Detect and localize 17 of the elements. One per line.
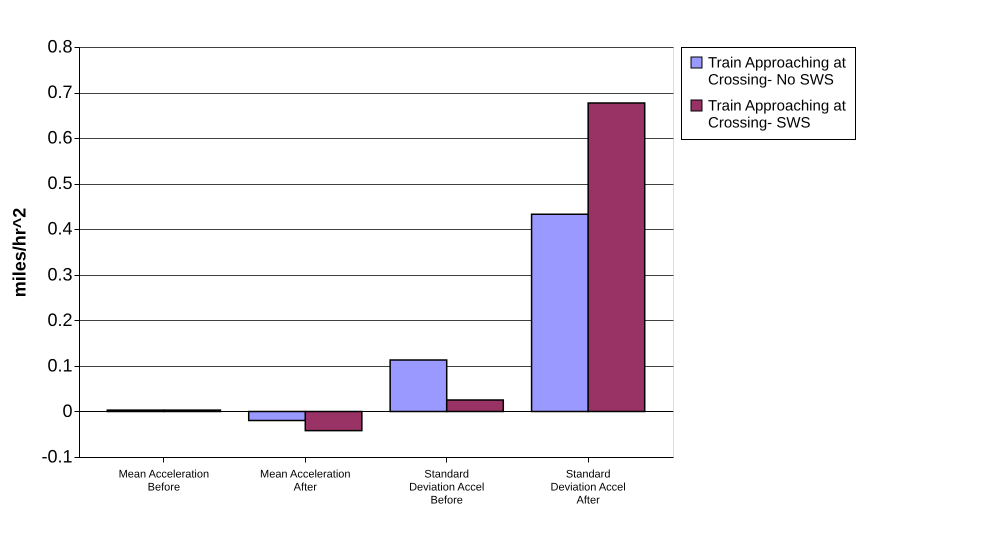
y-tick-label: 0.4 xyxy=(47,218,72,239)
y-tick-label: 0.7 xyxy=(47,82,72,102)
x-tick-label: Mean Acceleration After xyxy=(260,468,351,494)
x-tick-label: Standard Deviation Accel After xyxy=(550,468,626,506)
y-tick-label: 0 xyxy=(62,400,72,421)
y-axis-title: miles/hr^2 xyxy=(9,208,30,298)
y-tick-label: 0.5 xyxy=(47,173,72,194)
y-tick-label: -0.1 xyxy=(41,446,72,466)
y-tick-label: 0.3 xyxy=(47,264,72,284)
legend-label: Train Approaching at Crossing- No SWS xyxy=(708,54,847,88)
legend-label: Train Approaching at Crossing- SWS xyxy=(708,98,847,132)
x-tick-label: Mean Acceleration Before xyxy=(118,468,210,494)
y-tick-label: 0.1 xyxy=(47,355,72,376)
y-tick-label: 0.2 xyxy=(47,310,72,330)
y-tick-label: 0.8 xyxy=(47,36,72,56)
x-tick-label: Standard Deviation Accel Before xyxy=(409,468,484,506)
y-tick-label: 0.6 xyxy=(47,128,72,148)
